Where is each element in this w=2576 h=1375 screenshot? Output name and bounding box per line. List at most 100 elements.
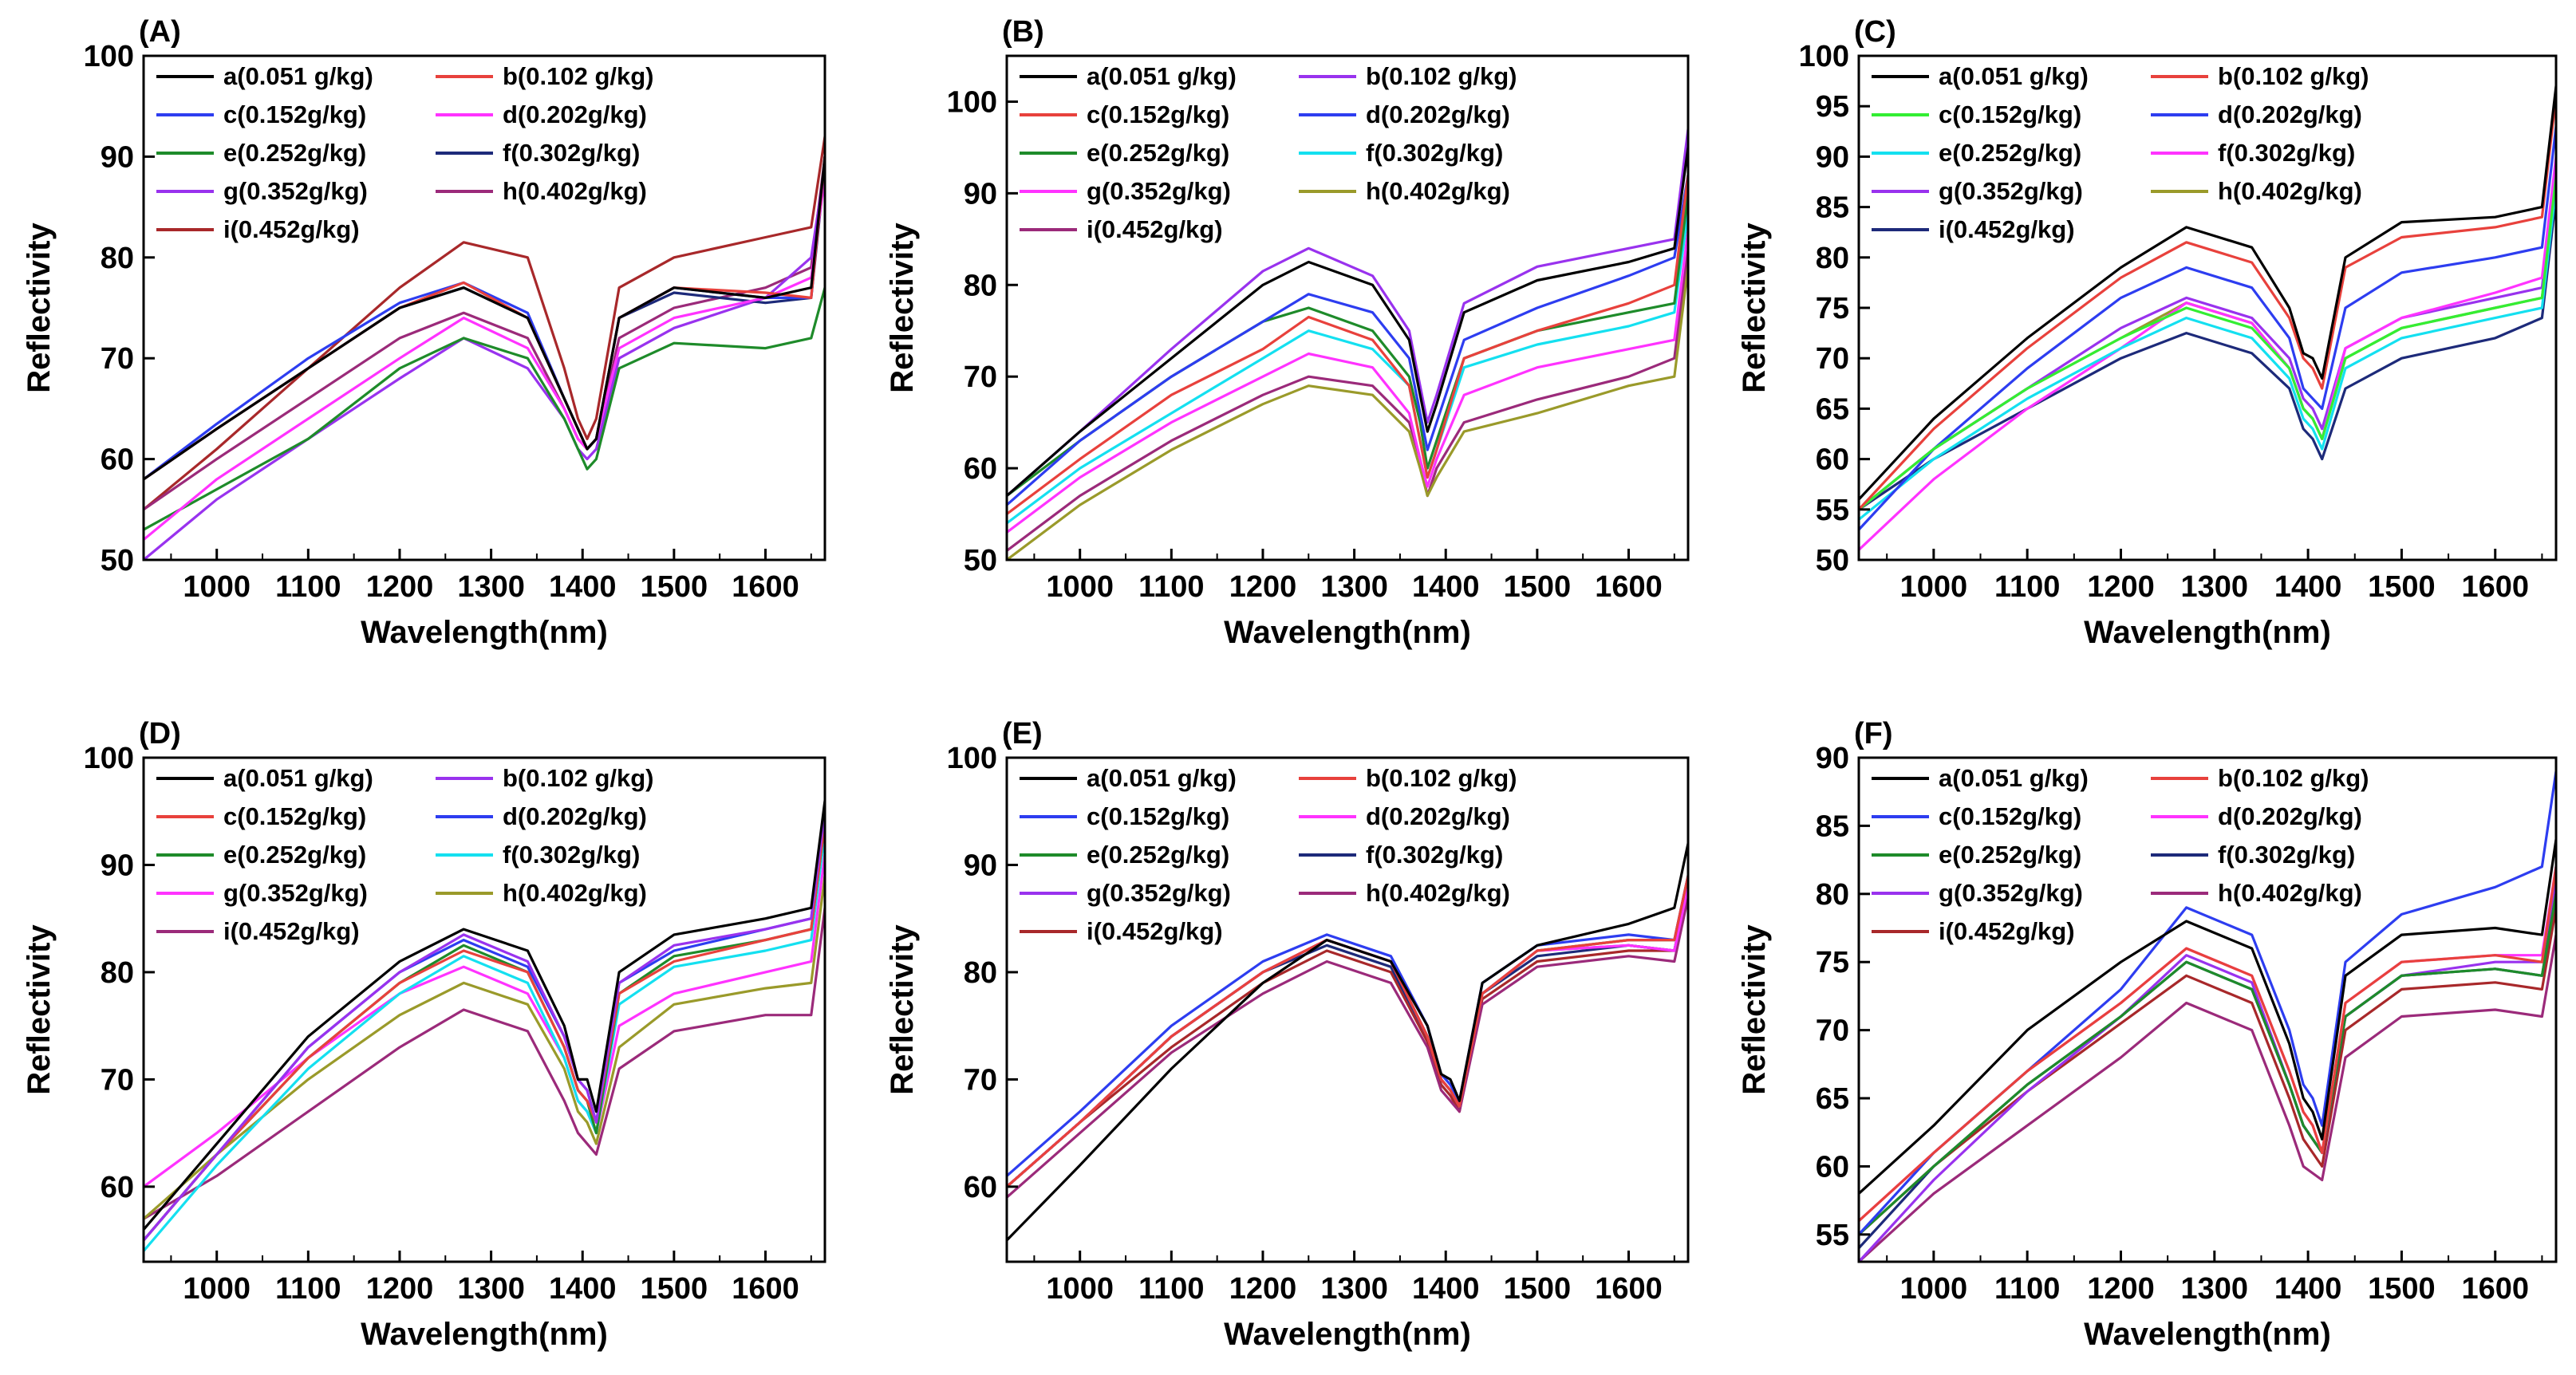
x-tick-label: 1600 <box>732 570 799 604</box>
legend-entry: f(0.302g/kg) <box>1366 139 1503 167</box>
y-tick-label: 100 <box>947 742 997 775</box>
legend-entry: c(0.152g/kg) <box>1087 100 1229 128</box>
series-line <box>1007 146 1688 498</box>
series-lines <box>1007 128 1688 560</box>
y-axis-title: Reflectivity <box>885 924 920 1095</box>
y-tick-label: 60 <box>1816 443 1849 477</box>
series-line <box>144 810 825 1242</box>
chart-panel: (C) 1000 1100 1200 1300 1400 1500 1600 50 55 60 65 7… <box>1737 15 2558 650</box>
legend-entry: i(0.452g/kg) <box>223 215 360 243</box>
legend-entry: h(0.402g/kg) <box>1366 177 1510 205</box>
series-line <box>144 165 825 481</box>
y-tick-label: 70 <box>964 360 997 394</box>
legend-entry: d(0.202g/kg) <box>503 100 647 128</box>
x-tick-label: 1600 <box>732 1272 799 1306</box>
legend: a(0.051 g/kg) b(0.102 g/kg) c(0.152g/kg) d(… <box>156 62 654 243</box>
legend-entry: d(0.202g/kg) <box>1366 802 1510 830</box>
legend-entry: h(0.402g/kg) <box>2218 879 2362 907</box>
x-tick-label: 1200 <box>2087 1272 2155 1306</box>
x-tick-label: 1500 <box>1504 1272 1572 1306</box>
x-tick-label: 1500 <box>641 1272 708 1306</box>
legend-entry: a(0.051 g/kg) <box>1087 764 1237 792</box>
y-tick-label: 100 <box>1799 40 1849 73</box>
legend-entry: c(0.152g/kg) <box>223 100 366 128</box>
x-axis-title: Wavelength(nm) <box>2084 615 2331 650</box>
series-lines <box>1007 841 1688 1242</box>
legend-entry: d(0.202g/kg) <box>503 802 647 830</box>
y-tick-label: 75 <box>1816 946 1849 979</box>
x-tick-label: 1600 <box>1595 570 1663 604</box>
x-tick-label: 1000 <box>1900 570 1968 604</box>
series-line <box>1859 165 2556 511</box>
series-line <box>1859 906 2556 1236</box>
y-tick-label: 80 <box>101 956 134 990</box>
y-tick-label: 80 <box>1816 878 1849 912</box>
x-tick-label: 1500 <box>2368 1272 2436 1306</box>
panel-label: (A) <box>139 15 181 49</box>
x-tick-label: 1300 <box>1320 570 1388 604</box>
x-tick-label: 1200 <box>366 570 434 604</box>
series-line <box>1859 94 2556 511</box>
legend-entry: h(0.402g/kg) <box>1366 879 1510 907</box>
series-line <box>144 810 825 1242</box>
y-tick-label: 60 <box>1816 1150 1849 1184</box>
series-line <box>1859 837 2556 1196</box>
series-line <box>144 155 825 481</box>
series-line <box>144 286 825 531</box>
y-tick-label: 90 <box>1816 140 1849 174</box>
chart-panel: (E) 1000 1100 1200 1300 1400 1500 1600 60 70 80 90 1… <box>885 717 1690 1352</box>
x-tick-label: 1200 <box>1229 1272 1297 1306</box>
y-axis-title: Reflectivity <box>22 223 57 393</box>
y-tick-label: 50 <box>1816 544 1849 577</box>
x-tick-label: 1400 <box>549 1272 617 1306</box>
x-tick-label: 1400 <box>1412 1272 1480 1306</box>
legend-entry: b(0.102 g/kg) <box>1366 62 1517 90</box>
series-line <box>1859 175 2556 511</box>
y-axis-title: Reflectivity <box>885 223 920 393</box>
legend-entry: d(0.202g/kg) <box>2218 100 2362 128</box>
legend-entry: a(0.051 g/kg) <box>1939 764 2089 792</box>
legend-entry: g(0.352g/kg) <box>223 879 368 907</box>
series-line <box>1007 173 1688 516</box>
legend: a(0.051 g/kg) b(0.102 g/kg) c(0.152g/kg) d(… <box>1872 764 2369 945</box>
y-tick-label: 80 <box>101 242 134 275</box>
series-line <box>1007 173 1688 506</box>
series-line <box>1859 770 2556 1236</box>
y-tick-label: 100 <box>84 40 134 73</box>
legend: a(0.051 g/kg) b(0.102 g/kg) c(0.152g/kg) d(… <box>1020 62 1517 243</box>
legend-entry: h(0.402g/kg) <box>503 879 647 907</box>
series-lines <box>144 135 825 560</box>
legend-entry: a(0.051 g/kg) <box>223 764 373 792</box>
y-tick-label: 60 <box>101 1171 134 1204</box>
x-tick-label: 1300 <box>1320 1272 1388 1306</box>
legend-entry: c(0.152g/kg) <box>1939 100 2081 128</box>
x-tick-label: 1400 <box>1412 570 1480 604</box>
legend-entry: c(0.152g/kg) <box>1087 802 1229 830</box>
y-tick-label: 85 <box>1816 191 1849 225</box>
x-tick-label: 1100 <box>1994 1272 2060 1306</box>
legend-entry: g(0.352g/kg) <box>1087 177 1231 205</box>
x-tick-label: 1600 <box>1595 1272 1663 1306</box>
legend-entry: g(0.352g/kg) <box>1939 177 2083 205</box>
x-tick-label: 1600 <box>2461 1272 2529 1306</box>
series-line <box>144 175 825 542</box>
series-lines <box>1859 85 2556 552</box>
y-axis-title: Reflectivity <box>1737 924 1772 1095</box>
series-line <box>1007 874 1688 1188</box>
legend-entry: f(0.302g/kg) <box>503 841 640 869</box>
y-tick-label: 100 <box>947 85 997 119</box>
y-axis-title: Reflectivity <box>22 924 57 1095</box>
plot-frame <box>142 756 826 1263</box>
y-tick-label: 70 <box>101 342 134 376</box>
y-tick-label: 75 <box>1816 292 1849 325</box>
series-line <box>1859 892 2556 1236</box>
legend-entry: b(0.102 g/kg) <box>503 62 654 90</box>
legend-entry: b(0.102 g/kg) <box>2218 62 2369 90</box>
x-tick-label: 1000 <box>183 1272 250 1306</box>
x-tick-label: 1600 <box>2461 570 2529 604</box>
legend-entry: g(0.352g/kg) <box>223 177 368 205</box>
legend-entry: f(0.302g/kg) <box>1366 841 1503 869</box>
x-tick-label: 1400 <box>2274 570 2342 604</box>
series-line <box>144 155 825 511</box>
